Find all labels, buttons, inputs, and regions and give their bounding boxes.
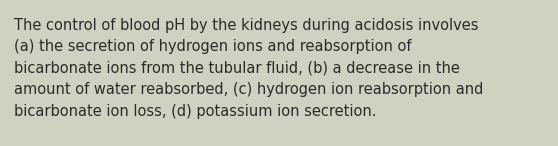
Text: The control of blood pH by the kidneys during acidosis involves
(a) the secretio: The control of blood pH by the kidneys d…: [14, 18, 483, 119]
